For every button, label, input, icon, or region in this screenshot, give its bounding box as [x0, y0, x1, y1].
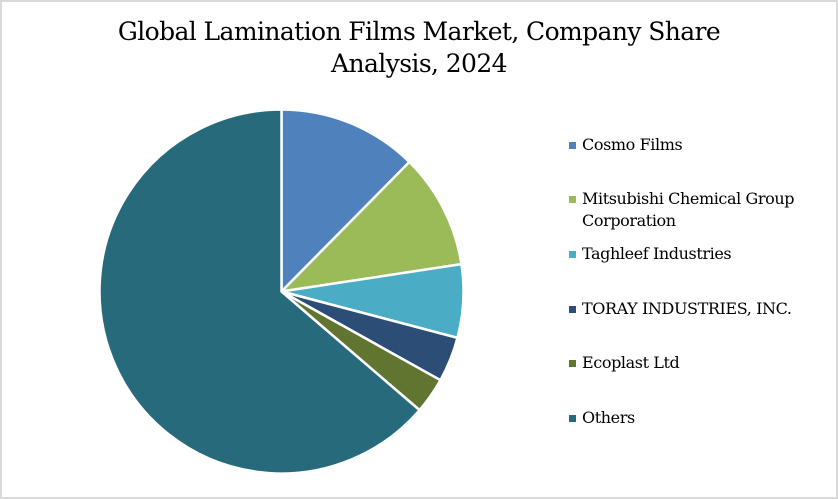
legend-item-ecoplast: Ecoplast Ltd [569, 352, 832, 374]
chart-title-line-1: Global Lamination Films Market, Company … [117, 17, 721, 46]
legend-label: Cosmo Films [582, 135, 683, 154]
legend-label: Taghleef Industries [582, 244, 732, 263]
legend-item-mitsubishi: Mitsubishi Chemical Group Corporation [569, 188, 832, 232]
chart-title-line-2: Analysis, 2024 [331, 49, 508, 78]
legend-label: Others [582, 408, 635, 427]
legend-swatch [569, 251, 576, 258]
legend-label: Ecoplast Ltd [582, 353, 680, 372]
pie-slice-others [98, 108, 421, 475]
legend-swatch [569, 306, 576, 313]
legend-swatch [569, 142, 576, 149]
legend-swatch [569, 196, 576, 203]
legend-label: Mitsubishi Chemical Group Corporation [582, 189, 795, 230]
legend-item-taghleef: Taghleef Industries [569, 243, 832, 265]
legend-swatch [569, 415, 576, 422]
chart-title: Global Lamination Films Market, Company … [0, 16, 838, 80]
legend-item-toray: TORAY INDUSTRIES, INC. [569, 298, 832, 320]
pie-slice-cosmo-films [280, 108, 411, 293]
legend-item-others: Others [569, 407, 832, 429]
legend-item-cosmo-films: Cosmo Films [569, 134, 832, 156]
pie-slice-mitsubishi-chemical-group-corporation [280, 160, 463, 293]
legend-label: TORAY INDUSTRIES, INC. [582, 299, 792, 318]
legend-swatch [569, 360, 576, 367]
